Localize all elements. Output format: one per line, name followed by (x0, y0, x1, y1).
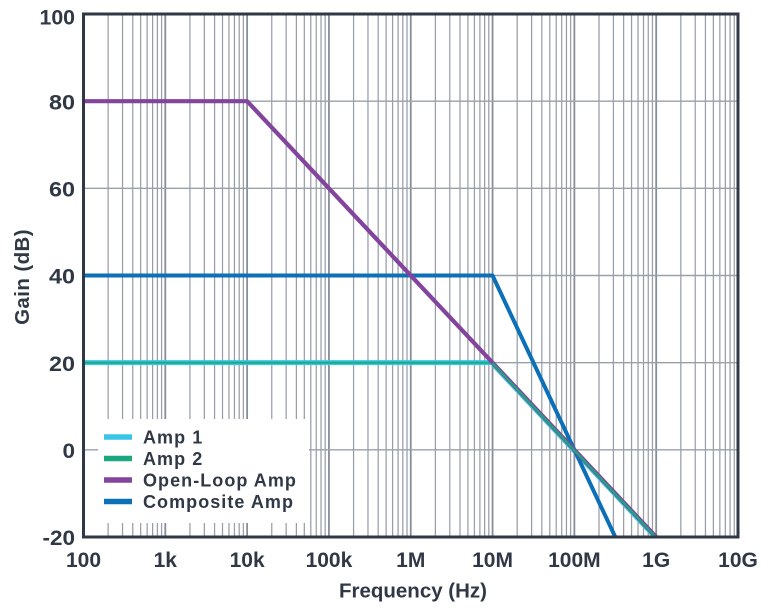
svg-text:Amp 1: Amp 1 (143, 428, 203, 448)
svg-text:Composite Amp: Composite Amp (143, 492, 294, 512)
svg-text:0: 0 (63, 440, 76, 463)
svg-text:1k: 1k (154, 549, 178, 572)
svg-text:10M: 10M (472, 549, 513, 572)
svg-text:60: 60 (49, 179, 75, 202)
svg-text:10G: 10G (718, 549, 758, 572)
svg-text:20: 20 (49, 353, 75, 376)
svg-text:-20: -20 (43, 527, 76, 550)
svg-text:100M: 100M (548, 549, 601, 572)
svg-text:100: 100 (40, 6, 76, 29)
svg-text:40: 40 (49, 266, 75, 289)
svg-text:80: 80 (49, 91, 75, 114)
svg-text:100k: 100k (306, 549, 353, 572)
svg-text:1G: 1G (642, 549, 670, 572)
svg-text:100: 100 (66, 549, 101, 572)
svg-text:Gain (dB): Gain (dB) (11, 229, 34, 325)
svg-text:1M: 1M (396, 549, 425, 572)
svg-text:Open-Loop Amp: Open-Loop Amp (143, 471, 297, 491)
svg-text:10k: 10k (230, 549, 265, 572)
svg-text:Amp 2: Amp 2 (143, 449, 203, 469)
svg-text:Frequency (Hz): Frequency (Hz) (339, 580, 487, 603)
